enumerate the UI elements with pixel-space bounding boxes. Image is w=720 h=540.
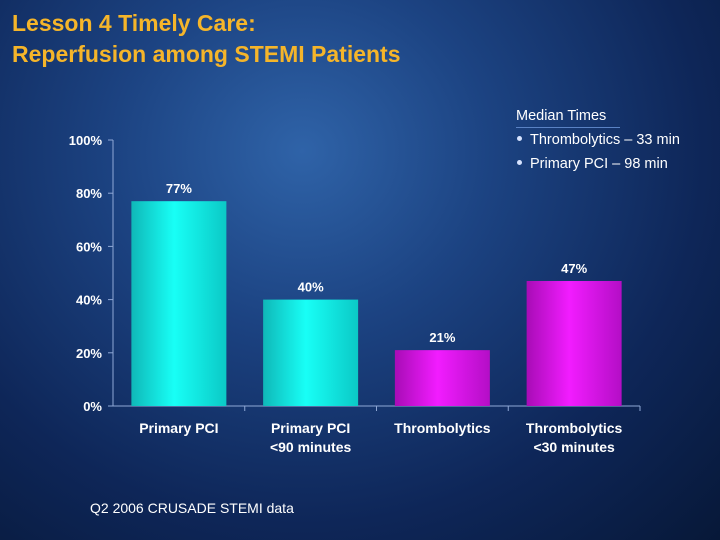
category-label: Thrombolytics [526, 420, 623, 436]
bar-data-label: 77% [166, 181, 192, 196]
bar-data-label: 21% [429, 330, 455, 345]
title-line-1: Lesson 4 Timely Care: [12, 10, 256, 36]
source-note: Q2 2006 CRUSADE STEMI data [90, 500, 294, 516]
category-label: Primary PCI [271, 420, 350, 436]
median-times-legend: Median Times Thrombolytics – 33 min Prim… [516, 104, 680, 176]
bar [526, 280, 622, 406]
category-label: Primary PCI [139, 420, 218, 436]
y-tick-label: 80% [76, 186, 102, 201]
y-tick-label: 60% [76, 239, 102, 254]
legend-item-label: Thrombolytics – 33 min [530, 132, 680, 148]
bar [394, 350, 490, 406]
y-tick-label: 20% [76, 346, 102, 361]
y-tick-label: 0% [83, 399, 102, 414]
bar-data-label: 40% [298, 280, 324, 295]
category-label: <30 minutes [533, 439, 615, 455]
legend-item-primary-pci: Primary PCI – 98 min [516, 152, 680, 176]
bar [263, 299, 359, 406]
bullet-icon [517, 160, 522, 165]
category-label: <90 minutes [270, 439, 352, 455]
legend-heading: Median Times [516, 105, 621, 128]
bar [131, 201, 227, 406]
y-tick-label: 100% [69, 133, 103, 148]
bullet-icon [517, 136, 522, 141]
y-tick-label: 40% [76, 293, 102, 308]
category-label: Thrombolytics [394, 420, 491, 436]
bar-data-label: 47% [561, 261, 587, 276]
title-line-2: Reperfusion among STEMI Patients [12, 41, 401, 67]
legend-item-thrombolytics: Thrombolytics – 33 min [516, 128, 680, 152]
legend-item-label: Primary PCI – 98 min [530, 156, 668, 172]
slide-title: Lesson 4 Timely Care: Reperfusion among … [12, 8, 401, 70]
